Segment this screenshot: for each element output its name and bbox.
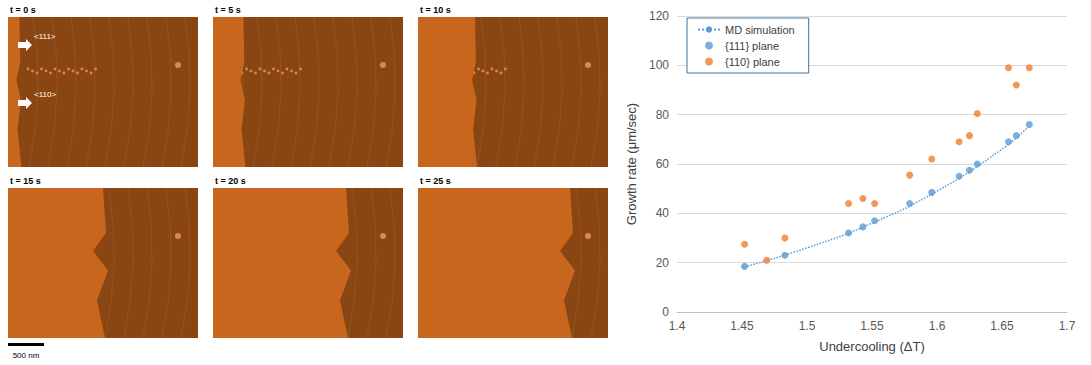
svg-text:t = 10 s: t = 10 s bbox=[420, 5, 451, 15]
svg-text:{111} plane: {111} plane bbox=[725, 40, 779, 52]
svg-text:1.5: 1.5 bbox=[799, 319, 816, 333]
svg-text:MD simulation: MD simulation bbox=[725, 24, 795, 36]
svg-text:Growth rate (μm/sec): Growth rate (μm/sec) bbox=[624, 103, 639, 225]
svg-text:1.6: 1.6 bbox=[929, 319, 946, 333]
svg-text:t = 0 s: t = 0 s bbox=[10, 5, 36, 15]
svg-text:<111>: <111> bbox=[34, 32, 56, 41]
svg-text:1.65: 1.65 bbox=[990, 319, 1014, 333]
svg-text:<110>: <110> bbox=[34, 90, 56, 99]
svg-text:t = 25 s: t = 25 s bbox=[420, 176, 451, 186]
svg-text:1.55: 1.55 bbox=[860, 319, 884, 333]
svg-text:t = 5 s: t = 5 s bbox=[215, 5, 241, 15]
svg-text:0: 0 bbox=[662, 305, 669, 319]
svg-text:1.7: 1.7 bbox=[1059, 319, 1076, 333]
svg-text:1.4: 1.4 bbox=[669, 319, 686, 333]
svg-text:80: 80 bbox=[656, 108, 670, 122]
svg-text:100: 100 bbox=[649, 58, 669, 72]
svg-text:40: 40 bbox=[656, 206, 670, 220]
svg-text:500 nm: 500 nm bbox=[13, 351, 40, 360]
svg-text:120: 120 bbox=[649, 9, 669, 23]
svg-text:Undercooling (ΔT): Undercooling (ΔT) bbox=[819, 339, 925, 354]
svg-text:60: 60 bbox=[656, 157, 670, 171]
svg-text:t = 20 s: t = 20 s bbox=[215, 176, 246, 186]
svg-text:{110} plane: {110} plane bbox=[725, 56, 780, 68]
svg-text:20: 20 bbox=[656, 256, 670, 270]
svg-text:1.45: 1.45 bbox=[730, 319, 754, 333]
svg-text:t = 15 s: t = 15 s bbox=[10, 176, 41, 186]
